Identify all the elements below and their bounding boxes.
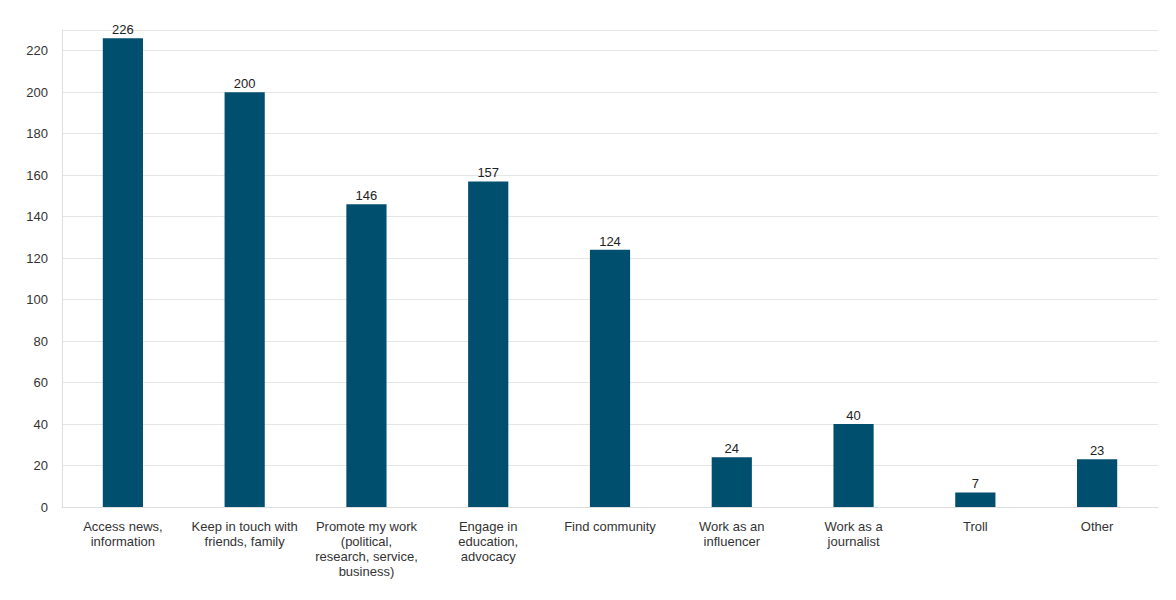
svg-text:157: 157 <box>477 165 499 180</box>
svg-text:education,: education, <box>458 534 518 549</box>
svg-text:220: 220 <box>26 43 48 58</box>
svg-text:Engage in: Engage in <box>459 519 518 534</box>
svg-text:Find community: Find community <box>564 519 656 534</box>
svg-text:60: 60 <box>34 375 48 390</box>
svg-text:180: 180 <box>26 126 48 141</box>
svg-text:124: 124 <box>599 234 621 249</box>
svg-text:40: 40 <box>846 408 860 423</box>
svg-text:Access news,: Access news, <box>83 519 162 534</box>
svg-text:120: 120 <box>26 251 48 266</box>
svg-text:research, service,: research, service, <box>315 549 418 564</box>
svg-text:journalist: journalist <box>827 534 880 549</box>
svg-text:140: 140 <box>26 209 48 224</box>
svg-text:20: 20 <box>34 458 48 473</box>
svg-text:influencer: influencer <box>704 534 761 549</box>
svg-text:200: 200 <box>234 76 256 91</box>
svg-text:24: 24 <box>725 441 739 456</box>
svg-text:Work as an: Work as an <box>699 519 765 534</box>
svg-text:200: 200 <box>26 85 48 100</box>
svg-text:Keep in touch with: Keep in touch with <box>192 519 298 534</box>
svg-text:146: 146 <box>356 188 378 203</box>
svg-text:226: 226 <box>112 22 134 37</box>
svg-text:100: 100 <box>26 292 48 307</box>
svg-text:Troll: Troll <box>963 519 988 534</box>
svg-text:(political,: (political, <box>341 534 392 549</box>
svg-text:23: 23 <box>1090 443 1104 458</box>
svg-text:40: 40 <box>34 417 48 432</box>
svg-text:Promote my work: Promote my work <box>316 519 418 534</box>
svg-text:advocacy: advocacy <box>461 549 516 564</box>
svg-text:80: 80 <box>34 334 48 349</box>
svg-text:information: information <box>91 534 155 549</box>
svg-text:7: 7 <box>972 476 979 491</box>
svg-text:160: 160 <box>26 168 48 183</box>
svg-text:0: 0 <box>41 500 48 515</box>
svg-text:friends, family: friends, family <box>205 534 286 549</box>
svg-text:Work as a: Work as a <box>824 519 883 534</box>
svg-text:business): business) <box>339 564 395 579</box>
svg-text:Other: Other <box>1081 519 1114 534</box>
